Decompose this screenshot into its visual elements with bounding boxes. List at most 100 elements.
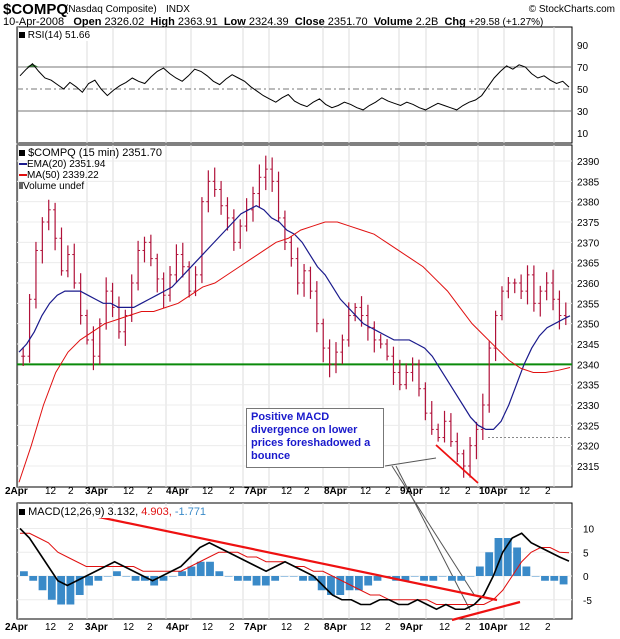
open-value: 2326.02 <box>104 16 145 28</box>
rsi-label: RSI(14) <box>27 30 63 41</box>
price-layer <box>17 155 572 611</box>
price-tick-label: 2390 <box>577 157 600 168</box>
x-axis-label-0: 2 <box>304 486 310 497</box>
quote-date: 10-Apr-2008 <box>3 16 65 28</box>
macd-histogram-bar <box>317 576 326 591</box>
price-tick-label: 2355 <box>577 299 600 310</box>
x-axis-label-1: 12 <box>360 622 372 633</box>
macd-line <box>19 527 570 611</box>
macd-histogram-bar <box>401 576 410 581</box>
macd-histogram-bar <box>75 576 84 595</box>
macd-legend: MACD(12,26,9) 3.132, 4.903, -1.771 <box>19 506 207 518</box>
macd-histogram-bar <box>168 576 177 577</box>
close-label: Close <box>294 16 325 28</box>
macd-histogram-bar <box>66 576 75 605</box>
high-label: High <box>150 16 175 28</box>
macd-histogram-bar <box>47 576 56 600</box>
macd-histogram-bar <box>299 576 307 581</box>
price-tick-label: 2350 <box>577 320 600 331</box>
high-value: 2363.91 <box>177 16 218 28</box>
price-label: $COMPQ (15 min) 2351.70 <box>28 147 162 159</box>
macd-histogram-bar <box>243 576 252 581</box>
macd-histogram-bar <box>94 576 103 581</box>
price-tick-label: 2380 <box>577 198 600 209</box>
price-tick-label: 2360 <box>577 279 600 290</box>
macd-histogram-bar <box>38 576 47 591</box>
macd-histogram-bar <box>336 576 345 595</box>
x-axis-label-0: 12 <box>281 486 293 497</box>
rsi-legend: RSI(14) 51.66 <box>19 30 91 41</box>
annotation-box: Positive MACD divergence on lower prices… <box>246 408 384 468</box>
macd-histogram-bar <box>457 576 466 581</box>
macd-histogram-bar <box>354 576 363 591</box>
x-axis-label-0: 8Apr <box>324 486 347 497</box>
rsi-line <box>19 62 570 111</box>
macd-downtrend-line <box>69 509 498 602</box>
rsi-tick-label: 70 <box>577 63 589 74</box>
index-name: (Nasdaq Composite) <box>65 4 157 15</box>
macd-histogram-bar <box>448 576 456 581</box>
macd-histogram-bar <box>178 571 186 576</box>
x-axis-label-1: 12 <box>519 622 531 633</box>
macd-histogram-bar <box>271 576 280 581</box>
x-axis-label-1: 8Apr <box>324 622 347 633</box>
rsi-value: 51.66 <box>65 30 91 41</box>
macd-histogram-bar <box>252 576 261 586</box>
macd-histogram-bar <box>522 566 531 576</box>
x-axis-label-0: 2 <box>385 486 391 497</box>
axis-layer: 9070503010239023852380237523702365236023… <box>5 41 600 633</box>
price-downtrend-line <box>435 444 479 484</box>
open-label: Open <box>73 16 102 28</box>
rsi-overbought-fill <box>20 63 45 67</box>
macd-histogram-bar <box>187 566 196 576</box>
rsi-tick-label: 90 <box>577 41 589 52</box>
macd-uptrend-line <box>451 600 521 622</box>
macd-histogram-bar <box>234 576 242 581</box>
price-tick-label: 2385 <box>577 177 600 188</box>
x-axis-label-1: 12 <box>45 622 57 633</box>
quote-line: 10-Apr-2008 Open 2326.02 High 2363.91 Lo… <box>3 16 543 28</box>
macd-histogram-bar <box>541 576 549 581</box>
macd-histogram-bar <box>131 576 140 581</box>
macd-histogram-bar <box>513 547 521 576</box>
x-axis-label-0: 12 <box>360 486 372 497</box>
macd-histogram-bar <box>57 576 66 605</box>
x-axis-label-1: 12 <box>281 622 293 633</box>
price-tick-label: 2330 <box>577 401 600 412</box>
x-axis-label-1: 2 <box>229 622 235 633</box>
x-axis-label-0: 2Apr <box>5 486 28 497</box>
exchange-label: INDX <box>166 4 190 15</box>
x-axis-label-0: 12 <box>202 486 214 497</box>
ma-swatch-icon <box>19 174 27 177</box>
x-axis-label-0: 9Apr <box>400 486 423 497</box>
macd-histogram-bar <box>438 576 447 577</box>
x-axis-label-0: 2 <box>465 486 471 497</box>
price-tick-label: 2345 <box>577 340 600 351</box>
macd-layer <box>19 509 570 622</box>
macd-hist-value: -1.771 <box>174 506 207 518</box>
x-axis-label-1: 2 <box>147 622 153 633</box>
macd-tick-label: -5 <box>583 596 592 607</box>
macd-histogram-bar <box>113 571 121 576</box>
macd-signal-value: 4.903, <box>141 506 172 518</box>
x-axis-label-0: 7Apr <box>244 486 267 497</box>
x-axis-label-0: 12 <box>123 486 135 497</box>
macd-histogram-bar <box>280 576 289 577</box>
macd-histogram-bar <box>122 576 131 577</box>
chart-header: $COMPQ (Nasdaq Composite) INDX © StockCh… <box>3 1 617 28</box>
x-axis-label-1: 9Apr <box>400 622 423 633</box>
x-axis-label-1: 2 <box>304 622 310 633</box>
x-axis-label-0: 3Apr <box>85 486 108 497</box>
price-tick-label: 2365 <box>577 259 600 270</box>
macd-histogram-bar <box>29 576 38 581</box>
macd-histogram-bar <box>140 576 149 581</box>
x-axis-label-1: 10Apr <box>479 622 507 633</box>
macd-histogram-bar <box>531 576 540 577</box>
x-axis-label-1: 2 <box>545 622 551 633</box>
macd-histogram-bar <box>206 561 214 576</box>
low-value: 2324.39 <box>248 16 289 28</box>
macd-histogram-bar <box>327 576 335 595</box>
callout-pointer-macd-a <box>391 465 476 597</box>
rsi-swatch-icon <box>19 32 25 38</box>
